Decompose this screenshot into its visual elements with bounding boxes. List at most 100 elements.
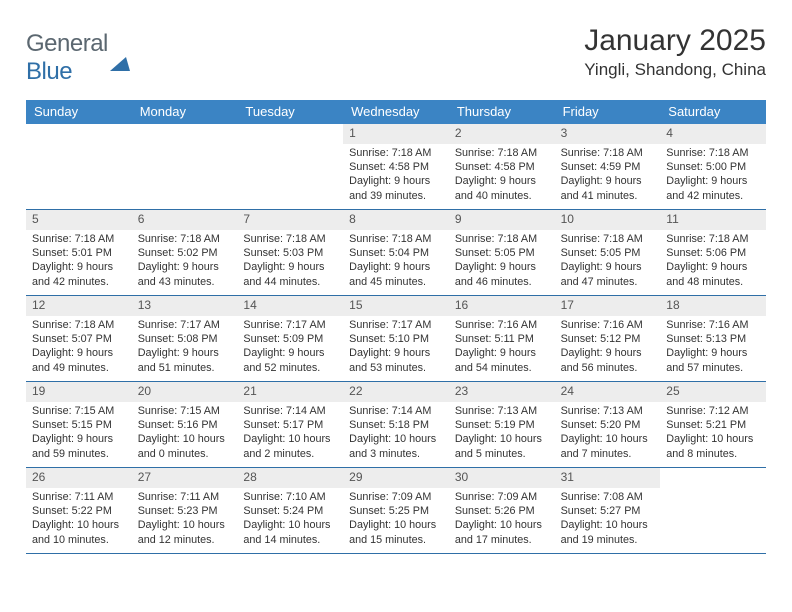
- calendar-cell: 1Sunrise: 7:18 AMSunset: 4:58 PMDaylight…: [343, 124, 449, 210]
- calendar-cell: 23Sunrise: 7:13 AMSunset: 5:19 PMDayligh…: [449, 382, 555, 468]
- sunset-line: Sunset: 5:02 PM: [138, 246, 232, 260]
- sunrise-line: Sunrise: 7:12 AM: [666, 404, 760, 418]
- daylight-line: Daylight: 10 hours and 8 minutes.: [666, 432, 760, 461]
- sunset-line: Sunset: 5:18 PM: [349, 418, 443, 432]
- sunrise-line: Sunrise: 7:18 AM: [666, 146, 760, 160]
- sunrise-line: Sunrise: 7:16 AM: [455, 318, 549, 332]
- sunset-line: Sunset: 5:03 PM: [243, 246, 337, 260]
- day-number: 13: [132, 296, 238, 316]
- calendar-cell: 16 Sunrise: 7:16 AMSunset: 5:11 PMDayligh…: [449, 296, 555, 382]
- calendar: SundayMondayTuesdayWednesdayThursdayFrid…: [26, 100, 766, 554]
- sunset-line: Sunset: 5:26 PM: [455, 504, 549, 518]
- daylight-line: Daylight: 10 hours and 7 minutes.: [561, 432, 655, 461]
- day-number: 11: [660, 210, 766, 230]
- sunrise-line: Sunrise: 7:18 AM: [455, 232, 549, 246]
- sunset-line: Sunset: 5:06 PM: [666, 246, 760, 260]
- daylight-line: Daylight: 9 hours and 42 minutes.: [32, 260, 126, 289]
- calendar-cell: 26Sunrise: 7:11 AMSunset: 5:22 PMDayligh…: [26, 468, 132, 554]
- sunrise-line: Sunrise: 7:16 AM: [666, 318, 760, 332]
- calendar-cell: 18Sunrise: 7:16 AMSunset: 5:13 PMDayligh…: [660, 296, 766, 382]
- day-number: 10: [555, 210, 661, 230]
- day-number: 26: [26, 468, 132, 488]
- sunrise-line: Sunrise: 7:18 AM: [32, 232, 126, 246]
- sunrise-line: Sunrise: 7:18 AM: [243, 232, 337, 246]
- weekday-header: Tuesday: [237, 100, 343, 124]
- daylight-line: Daylight: 9 hours and 51 minutes.: [138, 346, 232, 375]
- sunset-line: Sunset: 5:01 PM: [32, 246, 126, 260]
- sunset-line: Sunset: 5:23 PM: [138, 504, 232, 518]
- day-number: 7: [237, 210, 343, 230]
- sunset-line: Sunset: 5:04 PM: [349, 246, 443, 260]
- weekday-header: Saturday: [660, 100, 766, 124]
- calendar-cell: 17Sunrise: 7:16 AMSunset: 5:12 PMDayligh…: [555, 296, 661, 382]
- calendar-cell: 4Sunrise: 7:18 AMSunset: 5:00 PMDaylight…: [660, 124, 766, 210]
- sunset-line: Sunset: 5:27 PM: [561, 504, 655, 518]
- daylight-line: Daylight: 10 hours and 19 minutes.: [561, 518, 655, 547]
- day-number: 17: [555, 296, 661, 316]
- daylight-line: Daylight: 10 hours and 17 minutes.: [455, 518, 549, 547]
- day-number: 14: [237, 296, 343, 316]
- calendar-header-row: SundayMondayTuesdayWednesdayThursdayFrid…: [26, 100, 766, 124]
- weekday-header: Wednesday: [343, 100, 449, 124]
- sunrise-line: Sunrise: 7:14 AM: [349, 404, 443, 418]
- sunset-line: Sunset: 5:13 PM: [666, 332, 760, 346]
- sunrise-line: Sunrise: 7:14 AM: [243, 404, 337, 418]
- sunrise-line: Sunrise: 7:09 AM: [455, 490, 549, 504]
- day-number: 6: [132, 210, 238, 230]
- sunrise-line: Sunrise: 7:13 AM: [561, 404, 655, 418]
- sunrise-line: Sunrise: 7:16 AM: [561, 318, 655, 332]
- daylight-line: Daylight: 9 hours and 43 minutes.: [138, 260, 232, 289]
- daylight-line: Daylight: 9 hours and 44 minutes.: [243, 260, 337, 289]
- calendar-cell-empty: [660, 468, 766, 554]
- sunset-line: Sunset: 5:17 PM: [243, 418, 337, 432]
- calendar-cell: 24Sunrise: 7:13 AMSunset: 5:20 PMDayligh…: [555, 382, 661, 468]
- sunset-line: Sunset: 5:07 PM: [32, 332, 126, 346]
- brand-mark-icon: [110, 30, 130, 71]
- calendar-cell: 9Sunrise: 7:18 AMSunset: 5:05 PMDaylight…: [449, 210, 555, 296]
- sunset-line: Sunset: 5:15 PM: [32, 418, 126, 432]
- daylight-line: Daylight: 10 hours and 15 minutes.: [349, 518, 443, 547]
- day-number: 4: [660, 124, 766, 144]
- daylight-line: Daylight: 9 hours and 56 minutes.: [561, 346, 655, 375]
- sunset-line: Sunset: 5:19 PM: [455, 418, 549, 432]
- sunset-line: Sunset: 5:11 PM: [455, 332, 549, 346]
- calendar-cell: 27 Sunrise: 7:11 AMSunset: 5:23 PMDayligh…: [132, 468, 238, 554]
- day-number: 16: [449, 296, 555, 316]
- day-number: 23: [449, 382, 555, 402]
- calendar-cell: 10Sunrise: 7:18 AMSunset: 5:05 PMDayligh…: [555, 210, 661, 296]
- daylight-line: Daylight: 9 hours and 45 minutes.: [349, 260, 443, 289]
- sunrise-line: Sunrise: 7:15 AM: [32, 404, 126, 418]
- calendar-cell: 11Sunrise: 7:18 AMSunset: 5:06 PMDayligh…: [660, 210, 766, 296]
- daylight-line: Daylight: 10 hours and 3 minutes.: [349, 432, 443, 461]
- calendar-cell: 5Sunrise: 7:18 AMSunset: 5:01 PMDaylight…: [26, 210, 132, 296]
- calendar-cell: 12Sunrise: 7:18 AMSunset: 5:07 PMDayligh…: [26, 296, 132, 382]
- day-number: 21: [237, 382, 343, 402]
- sunrise-line: Sunrise: 7:17 AM: [138, 318, 232, 332]
- calendar-cell: 31Sunrise: 7:08 AMSunset: 5:27 PMDayligh…: [555, 468, 661, 554]
- sunset-line: Sunset: 5:00 PM: [666, 160, 760, 174]
- day-number: 1: [343, 124, 449, 144]
- daylight-line: Daylight: 10 hours and 12 minutes.: [138, 518, 232, 547]
- sunrise-line: Sunrise: 7:17 AM: [349, 318, 443, 332]
- day-number: 2: [449, 124, 555, 144]
- day-number: 27: [132, 468, 238, 488]
- day-number: 20: [132, 382, 238, 402]
- calendar-cell: 21Sunrise: 7:14 AMSunset: 5:17 PMDayligh…: [237, 382, 343, 468]
- day-number: 15: [343, 296, 449, 316]
- day-number: 19: [26, 382, 132, 402]
- calendar-cell: 6Sunrise: 7:18 AMSunset: 5:02 PMDaylight…: [132, 210, 238, 296]
- day-number: 29: [343, 468, 449, 488]
- sunrise-line: Sunrise: 7:18 AM: [666, 232, 760, 246]
- daylight-line: Daylight: 9 hours and 54 minutes.: [455, 346, 549, 375]
- calendar-cell: 13Sunrise: 7:17 AMSunset: 5:08 PMDayligh…: [132, 296, 238, 382]
- sunrise-line: Sunrise: 7:11 AM: [138, 490, 232, 504]
- calendar-cell: 28Sunrise: 7:10 AMSunset: 5:24 PMDayligh…: [237, 468, 343, 554]
- calendar-cell-empty: [26, 124, 132, 210]
- calendar-cell: 8Sunrise: 7:18 AMSunset: 5:04 PMDaylight…: [343, 210, 449, 296]
- day-number: 25: [660, 382, 766, 402]
- day-number: 31: [555, 468, 661, 488]
- sunrise-line: Sunrise: 7:11 AM: [32, 490, 126, 504]
- sunset-line: Sunset: 5:21 PM: [666, 418, 760, 432]
- calendar-cell: 25 Sunrise: 7:12 AMSunset: 5:21 PMDayligh…: [660, 382, 766, 468]
- brand-name-b: Blue: [26, 58, 72, 85]
